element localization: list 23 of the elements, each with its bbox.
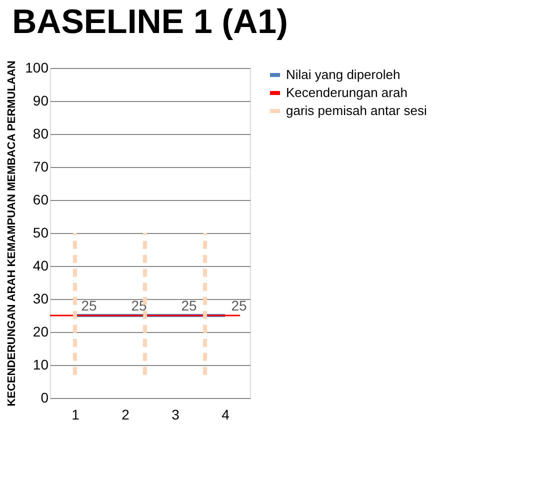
legend-label: Nilai yang diperoleh: [286, 67, 400, 82]
y-tick-label: 20: [32, 324, 49, 340]
chart-title: BASELINE 1 (A1): [12, 2, 288, 41]
data-label: 25: [231, 298, 247, 314]
y-tick-label: 60: [32, 192, 49, 208]
data-label: 25: [181, 298, 197, 314]
y-tick-label: 30: [32, 290, 49, 306]
legend-label: Kecenderungan arah: [286, 85, 408, 100]
y-tick-label: 50: [32, 224, 49, 240]
y-tick-label: 0: [40, 390, 49, 406]
y-tick-label: 70: [32, 158, 49, 174]
y-axis-title: KECENDERUNGAN ARAH KEMAMPUAN MEMBACA PERMULAAN: [6, 60, 18, 406]
data-label: 25: [81, 298, 97, 314]
y-tick-label: 40: [32, 258, 49, 274]
y-tick-label: 90: [32, 92, 49, 108]
y-tick-label: 100: [25, 60, 49, 76]
y-tick-label: 10: [32, 356, 49, 372]
legend-label: garis pemisah antar sesi: [286, 103, 428, 118]
y-tick-label: 80: [32, 126, 49, 142]
x-tick-label: 1: [72, 406, 80, 422]
x-tick-label: 4: [222, 406, 230, 422]
x-tick-label: 3: [172, 406, 180, 422]
x-tick-label: 2: [122, 406, 130, 422]
